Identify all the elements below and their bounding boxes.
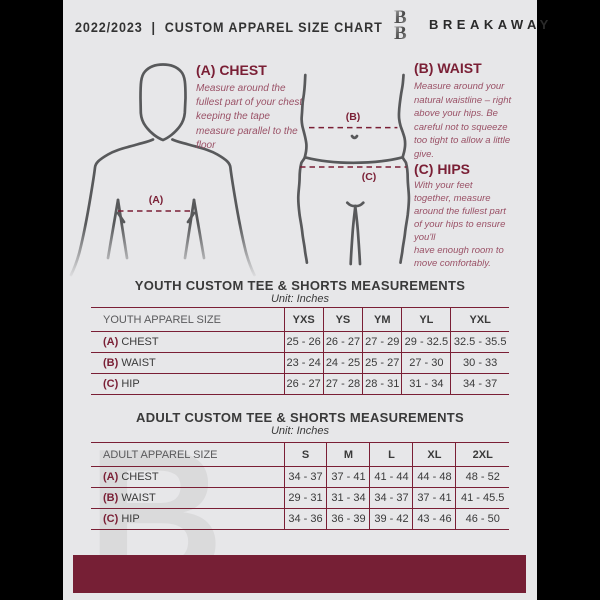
svg-text:(C): (C) [362,171,377,183]
svg-text:(B): (B) [346,111,361,123]
